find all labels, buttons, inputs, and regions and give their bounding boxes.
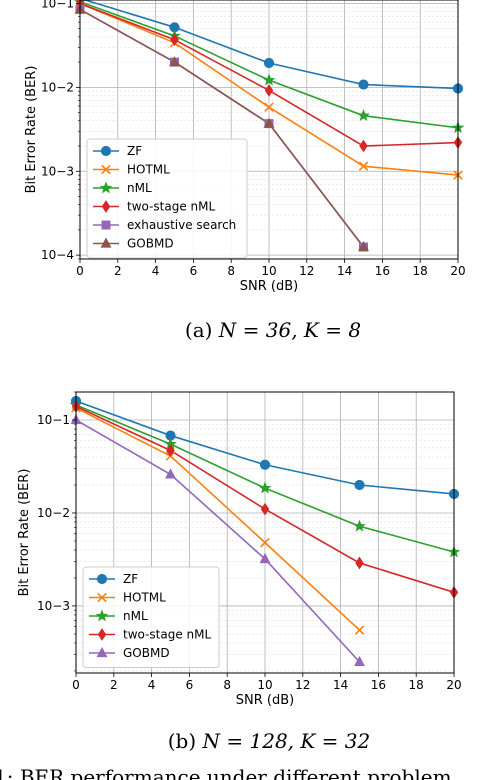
x-tick-label: 20 [446, 678, 461, 692]
x-tick-label: 6 [190, 264, 198, 278]
legend-label: HOTML [127, 163, 170, 177]
legend-label: nML [123, 609, 148, 623]
data-point [264, 102, 274, 112]
legend-marker [96, 646, 108, 658]
data-point [354, 479, 365, 491]
legend-marker [101, 164, 111, 175]
y-tick-label: 10−1 [37, 413, 70, 427]
data-point [358, 79, 369, 90]
figure-caption: 1: BER performance under different probl… [0, 765, 452, 780]
data-point [258, 481, 272, 494]
legend: ZF HOTML nML two-stage nML exhaustive search… [86, 138, 248, 259]
caption-prefix: (a) [185, 318, 219, 342]
x-tick-label: 20 [450, 264, 465, 278]
x-tick-label: 8 [223, 678, 231, 692]
data-point [165, 468, 176, 479]
caption-prefix: (b) [168, 729, 203, 753]
legend-label: HOTML [123, 591, 166, 605]
data-point [263, 57, 275, 69]
x-tick-label: 14 [337, 264, 352, 278]
x-axis-label: SNR (dB) [240, 279, 298, 294]
legend-marker [99, 181, 113, 194]
series-line-6 [80, 8, 365, 248]
chart-panel-2: 0 2 4 6 8 10 12 14 16 18 20 10−3 10−2 10−1 SNR (dB) Bit… [17, 391, 462, 753]
y-tick-label: 10−3 [41, 164, 74, 178]
data-point [358, 240, 369, 252]
series-line-5 [76, 419, 361, 663]
caption-math: N = 36, K = 8 [218, 318, 361, 342]
x-tick-label: 6 [186, 678, 194, 692]
panel-caption: (a) N = 36, K = 8 [185, 318, 361, 342]
x-tick-label: 2 [114, 264, 122, 278]
x-tick-label: 12 [299, 264, 314, 278]
legend-label: exhaustive search [127, 218, 236, 232]
legend-box [86, 138, 248, 259]
data-point [170, 33, 179, 47]
data-point [359, 139, 368, 153]
x-tick-label: 0 [72, 678, 80, 692]
data-point [260, 502, 270, 516]
data-point [169, 56, 180, 67]
panel-caption: (b) N = 128, K = 32 [168, 729, 371, 753]
y-axis-label: Bit Error Rate (BER) [17, 469, 32, 597]
data-point [354, 625, 365, 635]
data-point [262, 73, 276, 86]
x-tick-label: 12 [295, 678, 310, 692]
data-point [353, 519, 366, 532]
y-tick-label: 10−4 [41, 248, 74, 262]
x-tick-label: 10 [261, 264, 276, 278]
x-tick-label: 10 [257, 678, 272, 692]
x-tick-label: 8 [227, 264, 235, 278]
legend-marker [97, 628, 107, 641]
legend-marker [96, 573, 108, 585]
x-tick-label: 0 [76, 264, 84, 278]
y-tick-label: 10−2 [37, 506, 70, 520]
series-line-2 [76, 407, 361, 631]
legend-marker [97, 592, 107, 603]
data-point [166, 444, 175, 457]
data-point [355, 556, 364, 570]
legend-marker [101, 200, 111, 213]
legend-label: two-stage nML [127, 200, 215, 214]
caption-math: N = 128, K = 32 [202, 729, 371, 753]
legend-label: two-stage nML [123, 628, 211, 642]
y-tick-label: 10−3 [37, 599, 70, 613]
legend-marker [101, 220, 111, 230]
x-tick-label: 4 [148, 678, 156, 692]
legend-marker [100, 145, 112, 157]
x-tick-label: 16 [375, 264, 390, 278]
y-tick-label: 10−1 [41, 0, 74, 10]
x-tick-label: 18 [413, 264, 428, 278]
x-axis-label: SNR (dB) [236, 693, 294, 708]
y-axis-label: Bit Error Rate (BER) [24, 66, 39, 194]
chart-panel-1: 0 2 4 6 8 10 12 14 16 18 20 10−4 10−3 10−2 10−1 SNR (dB… [24, 0, 466, 342]
x-tick-label: 4 [152, 264, 160, 278]
data-point [354, 655, 365, 667]
x-tick-label: 2 [110, 678, 118, 692]
data-point [259, 552, 271, 564]
legend-label: ZF [123, 572, 138, 586]
x-tick-label: 14 [333, 678, 348, 692]
legend-marker [100, 237, 112, 248]
legend-label: nML [127, 181, 152, 195]
data-point [357, 109, 370, 122]
legend: ZF HOTML nML two-stage nML GOBMD [82, 566, 220, 668]
x-tick-label: 16 [371, 678, 386, 692]
legend-box [82, 566, 220, 668]
legend-marker [95, 609, 109, 622]
data-point [358, 161, 369, 171]
data-point [260, 537, 270, 548]
legend-label: GOBMD [123, 646, 170, 660]
x-tick-label: 18 [409, 678, 424, 692]
data-point [259, 459, 271, 470]
data-point [263, 117, 275, 128]
y-tick-label: 10−2 [41, 80, 74, 94]
data-point [264, 83, 274, 97]
legend-label: GOBMD [127, 237, 174, 251]
legend-label: ZF [127, 144, 142, 158]
